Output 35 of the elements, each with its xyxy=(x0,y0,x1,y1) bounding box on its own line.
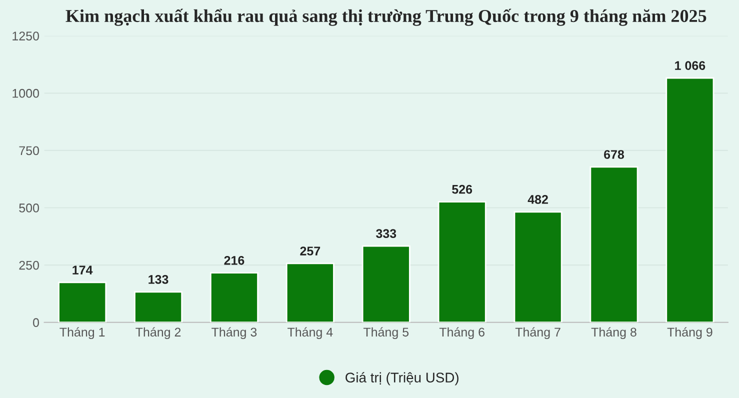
y-tick-label: 500 xyxy=(19,204,39,212)
x-tick-label: Tháng 6 xyxy=(439,327,484,340)
data-label: 678 xyxy=(604,150,624,159)
data-label: 482 xyxy=(528,195,548,204)
x-tick-label: Tháng 5 xyxy=(363,327,409,340)
x-tick-label: Tháng 9 xyxy=(667,327,712,340)
bar xyxy=(514,211,562,322)
data-label: 1 066 xyxy=(675,61,706,70)
data-label: 257 xyxy=(300,246,320,256)
bar xyxy=(210,272,258,322)
x-tick-label: Tháng 4 xyxy=(288,327,333,340)
bar xyxy=(362,245,410,322)
bar xyxy=(438,201,486,322)
y-tick-label: 0 xyxy=(33,318,39,328)
data-label: 333 xyxy=(376,229,396,238)
bar xyxy=(666,77,714,322)
data-label: 526 xyxy=(452,184,472,194)
data-label: 133 xyxy=(148,275,168,284)
data-label: 216 xyxy=(224,256,244,265)
x-tick-label: Tháng 8 xyxy=(591,327,636,340)
bar xyxy=(590,166,638,322)
data-label: 174 xyxy=(72,266,93,274)
x-tick-label: Tháng 2 xyxy=(136,327,181,340)
y-tick-label: 750 xyxy=(19,146,39,156)
y-tick-label: 250 xyxy=(19,260,39,270)
x-tick-label: Tháng 3 xyxy=(212,327,257,340)
x-tick-label: Tháng 7 xyxy=(515,327,560,340)
chart-title: Kim ngạch xuất khẩu rau quả sang thị trường Trung Quốc trong 9 tháng năm 2025 xyxy=(66,8,706,26)
legend-label: Giá trị (Triệu USD) xyxy=(346,372,458,386)
x-tick-label: Tháng 1 xyxy=(60,327,105,340)
bar xyxy=(134,291,183,322)
bar xyxy=(286,262,334,322)
bar xyxy=(58,282,107,322)
y-tick-label: 1250 xyxy=(12,32,39,40)
y-tick-label: 1000 xyxy=(12,88,39,98)
